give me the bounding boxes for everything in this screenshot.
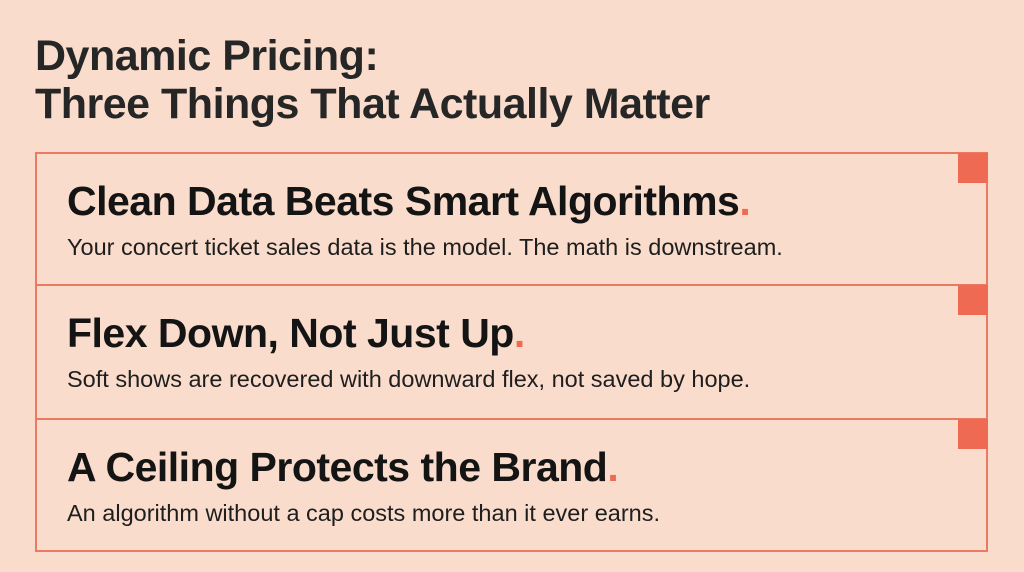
accent-mark: . [513,310,525,357]
card-heading: Clean Data Beats Smart Algorithms. [67,178,751,224]
card: Flex Down, Not Just Up. Soft shows are r… [35,285,988,419]
corner-accent [958,153,988,183]
corner-accent [958,285,988,316]
title-line: Dynamic Pricing: [35,32,379,80]
card-body: An algorithm without a cap costs more th… [67,499,661,526]
title: Dynamic Pricing: Three Things That Actua… [35,32,710,128]
card: A Ceiling Protects the Brand. An algorit… [35,418,988,552]
title-line: Three Things That Actually Matter [35,80,710,128]
card-body: Soft shows are recovered with downward f… [67,366,751,393]
item-list: Clean Data Beats Smart Algorithms. Your … [35,152,988,552]
card-body: Your concert ticket sales data is the mo… [67,234,783,260]
accent-mark: . [739,178,751,224]
accent-mark: . [607,443,619,490]
card: Clean Data Beats Smart Algorithms. Your … [35,152,988,286]
card-heading: Flex Down, Not Just Up. [67,310,525,357]
corner-accent [958,418,988,449]
card-heading: A Ceiling Protects the Brand. [67,443,619,490]
